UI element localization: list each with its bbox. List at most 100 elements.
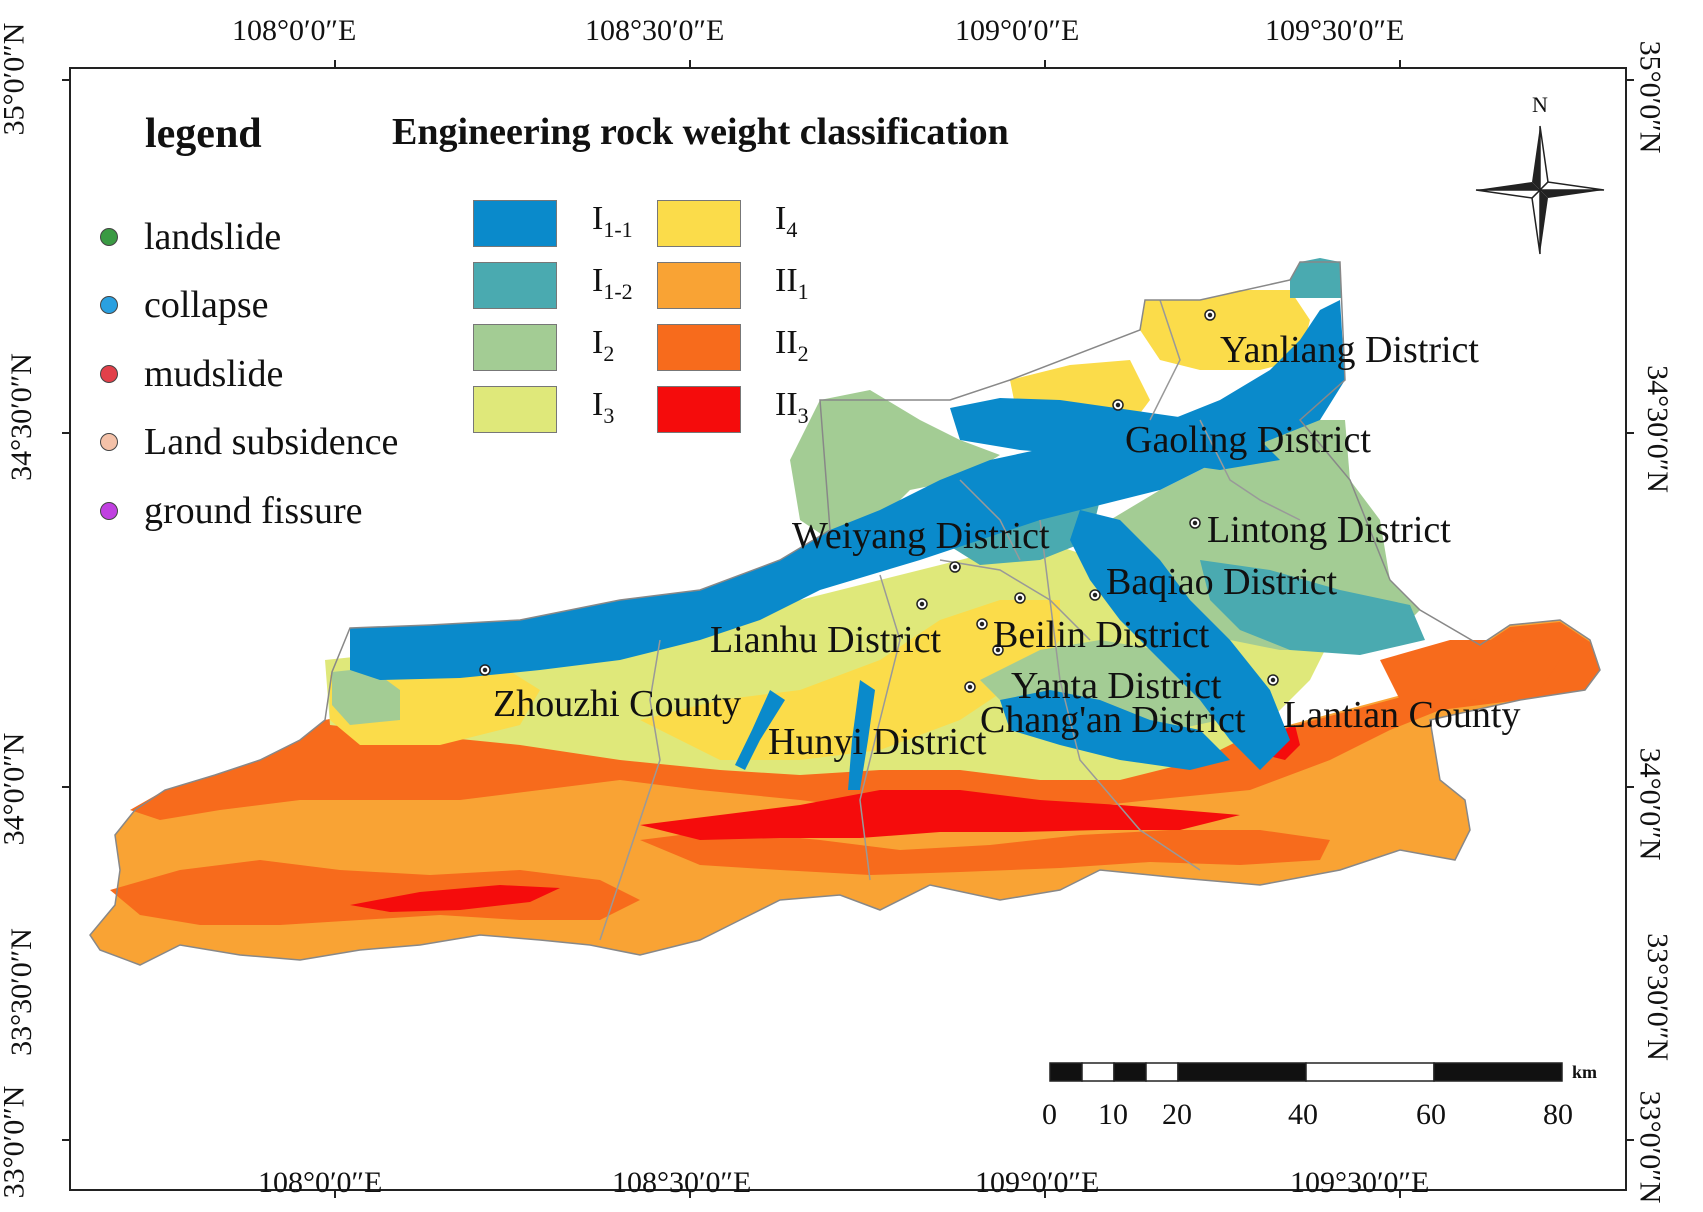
- class-label-ii2: II2: [775, 324, 809, 366]
- district-label-zhouzhi: Zhouzhi County: [493, 683, 742, 725]
- class-label-ii3: II3: [775, 386, 809, 428]
- swatch-i4: [657, 200, 741, 247]
- seat-marker: [976, 618, 988, 630]
- lon-label-top: 109°0′0″E: [955, 14, 1080, 47]
- class-label-i1-1: I1-1: [592, 200, 633, 242]
- north-arrow-label: N: [1532, 92, 1548, 117]
- scale-tick-label: 40: [1288, 1098, 1318, 1131]
- zone-ii3-main: [640, 790, 1240, 840]
- seat-marker: [1089, 589, 1101, 601]
- seat-marker: [1204, 309, 1216, 321]
- seat-marker: [1189, 517, 1201, 529]
- lat-label-left: 33°0′0″N: [0, 1085, 31, 1199]
- zone-i2-northwest: [790, 390, 1000, 540]
- legend-title: legend: [145, 111, 262, 157]
- seat-marker: [1014, 592, 1026, 604]
- zone-ii2-band-4: [1380, 640, 1560, 700]
- legend-item-label: ground fissure: [144, 490, 363, 532]
- class-label-i2: I2: [592, 324, 615, 366]
- lon-label-top: 109°30′0″E: [1265, 14, 1405, 47]
- lon-label-bottom: 108°0′0″E: [258, 1166, 383, 1199]
- district-label-gaoling: Gaoling District: [1125, 419, 1371, 461]
- legend-item-land-subsidence: Land subsidence: [100, 420, 398, 464]
- class-label-ii1: II1: [775, 262, 809, 304]
- class-label-i3: I3: [592, 386, 615, 428]
- swatch-i3: [473, 386, 557, 433]
- legend-item-label: mudslide: [144, 353, 284, 395]
- lat-label-left: 35°0′0″N: [0, 22, 31, 136]
- scale-tick-label: 0: [1042, 1098, 1057, 1131]
- zone-i1-1-lower-fan: [1000, 690, 1230, 770]
- map-frame: [69, 67, 1627, 1191]
- zone-ii2-band-1: [130, 622, 1600, 820]
- lon-label-bottom: 108°30′0″E: [612, 1166, 752, 1199]
- seat-marker: [992, 644, 1004, 656]
- district-boundaries: [599, 299, 1301, 941]
- scale-bar: [1049, 1062, 1563, 1082]
- north-arrow: [1475, 125, 1605, 255]
- lat-label-right: 33°0′0″N: [1633, 1090, 1667, 1204]
- zone-i4-centre: [640, 600, 1060, 760]
- study-area-outline: [89, 261, 1601, 966]
- class-label-i1-2: I1-2: [592, 262, 633, 304]
- seat-marker: [1267, 674, 1279, 686]
- legend-item-landslide: landslide: [100, 215, 281, 259]
- zone-i1-2-ne-tip: [1290, 258, 1342, 298]
- swatch-i1-2: [473, 262, 557, 309]
- district-label-yanliang: Yanliang District: [1220, 329, 1479, 371]
- district-label-lianhu: Lianhu District: [710, 619, 942, 661]
- swatch-i1-1: [473, 200, 557, 247]
- mudslide-marker-icon: [100, 365, 118, 383]
- seat-marker: [479, 664, 491, 676]
- district-label-yanta: Yanta District: [1011, 665, 1222, 707]
- legend-item-label: landslide: [144, 216, 282, 258]
- classification-title: Engineering rock weight classification: [392, 111, 1009, 153]
- lat-label-left: 33°30′0″N: [4, 928, 38, 1056]
- class-label-i4: I4: [775, 200, 798, 242]
- lat-label-right: 33°30′0″N: [1640, 933, 1674, 1061]
- seat-marker: [949, 561, 961, 573]
- land-subsidence-marker-icon: [100, 433, 118, 451]
- district-label-beilin: Beilin District: [993, 614, 1210, 656]
- zone-ii3-west: [350, 885, 560, 912]
- district-label-changan: Chang'an District: [980, 699, 1246, 741]
- legend-item-label: Land subsidence: [144, 421, 399, 463]
- scale-unit: km: [1572, 1062, 1598, 1082]
- swatch-ii1: [657, 262, 741, 309]
- zone-i1-1-north-band: [950, 398, 1280, 470]
- scale-tick-label: 60: [1416, 1098, 1446, 1131]
- lat-label-left: 34°30′0″N: [4, 353, 38, 481]
- district-label-lantian: Lantian County: [1283, 694, 1521, 736]
- zone-i1-1-south-river: [848, 680, 875, 790]
- legend-item-collapse: collapse: [100, 283, 269, 327]
- district-seat-markers: [479, 309, 1279, 693]
- ground-fissure-marker-icon: [100, 502, 118, 520]
- seat-marker: [916, 598, 928, 610]
- swatch-i2: [473, 324, 557, 371]
- scale-tick-label: 20: [1162, 1098, 1192, 1131]
- district-label-weiyang: Weiyang District: [792, 515, 1050, 557]
- seat-marker: [1112, 399, 1124, 411]
- legend-item-label: collapse: [144, 284, 269, 326]
- zone-i1-1-wei-river: [350, 300, 1345, 680]
- graticule-ticks: [62, 60, 1634, 1198]
- district-label-baqiao: Baqiao District: [1106, 561, 1338, 603]
- district-label-lintong: Lintong District: [1207, 509, 1451, 551]
- lat-label-right: 35°0′0″N: [1633, 40, 1667, 154]
- district-label-hunyi: Hunyi District: [768, 721, 987, 763]
- zone-i1-1-zhouzhi-river: [735, 690, 785, 770]
- scale-tick-label: 10: [1098, 1098, 1128, 1131]
- legend-item-mudslide: mudslide: [100, 352, 283, 396]
- lon-label-top: 108°30′0″E: [585, 14, 725, 47]
- lat-label-right: 34°30′0″N: [1640, 365, 1674, 493]
- zone-i1-2-basin: [1200, 560, 1425, 655]
- lon-label-bottom: 109°30′0″E: [1290, 1166, 1430, 1199]
- lat-label-left: 34°0′0″N: [0, 732, 31, 846]
- swatch-ii3: [657, 386, 741, 433]
- zone-ii2-band-2: [110, 860, 640, 925]
- zone-i4-north-1: [1140, 290, 1310, 370]
- lon-label-bottom: 109°0′0″E: [975, 1166, 1100, 1199]
- zone-i2-far-west: [332, 668, 400, 725]
- lon-label-top: 108°0′0″E: [232, 14, 357, 47]
